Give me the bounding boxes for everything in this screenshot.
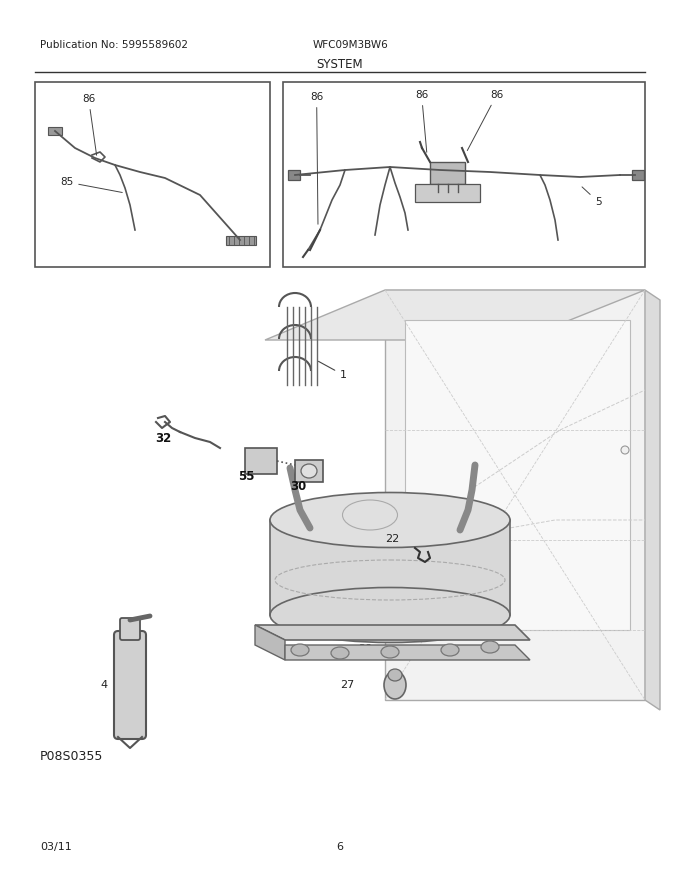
Text: 86: 86 [467,90,503,150]
Text: 03/11: 03/11 [40,842,72,852]
Polygon shape [645,290,660,710]
Bar [35,82,270,267]
Text: 30: 30 [290,480,306,493]
Polygon shape [255,625,285,660]
Bar [245,448,277,474]
Bar [288,170,300,180]
Ellipse shape [388,669,402,681]
Ellipse shape [331,647,349,659]
Text: 32: 32 [155,432,171,445]
FancyBboxPatch shape [114,631,146,739]
Text: 86: 86 [415,90,428,152]
Text: 27: 27 [340,680,354,690]
Ellipse shape [441,644,459,656]
Bar [415,184,480,202]
Text: P08S0355: P08S0355 [40,750,103,763]
Ellipse shape [481,641,499,653]
Bar [430,162,465,184]
Bar [48,127,62,135]
Ellipse shape [291,644,309,656]
Text: Publication No: 5995589602: Publication No: 5995589602 [40,40,188,50]
Bar [226,236,256,245]
Polygon shape [255,625,530,640]
Text: 5: 5 [582,187,602,207]
Bar [295,460,323,482]
Ellipse shape [270,588,510,642]
Ellipse shape [381,646,399,658]
Text: 22: 22 [385,534,399,544]
Text: SYSTEM: SYSTEM [317,58,363,71]
Bar [270,520,510,615]
FancyBboxPatch shape [120,618,140,640]
Text: 55: 55 [238,470,254,483]
Text: 4: 4 [100,680,107,690]
Text: 86: 86 [310,92,323,224]
Polygon shape [285,645,530,660]
Ellipse shape [621,446,629,454]
Ellipse shape [301,464,317,478]
Text: 86: 86 [82,94,97,155]
Text: 1: 1 [318,362,347,380]
Polygon shape [265,290,645,340]
Text: WFC09M3BW6: WFC09M3BW6 [313,40,388,50]
Text: 85: 85 [60,177,122,193]
Text: 6: 6 [337,842,343,852]
Text: 29: 29 [358,644,372,654]
Ellipse shape [270,493,510,547]
Bar [632,170,644,180]
Bar [283,82,645,267]
Ellipse shape [384,671,406,699]
Polygon shape [385,290,645,700]
Bar [405,320,630,630]
